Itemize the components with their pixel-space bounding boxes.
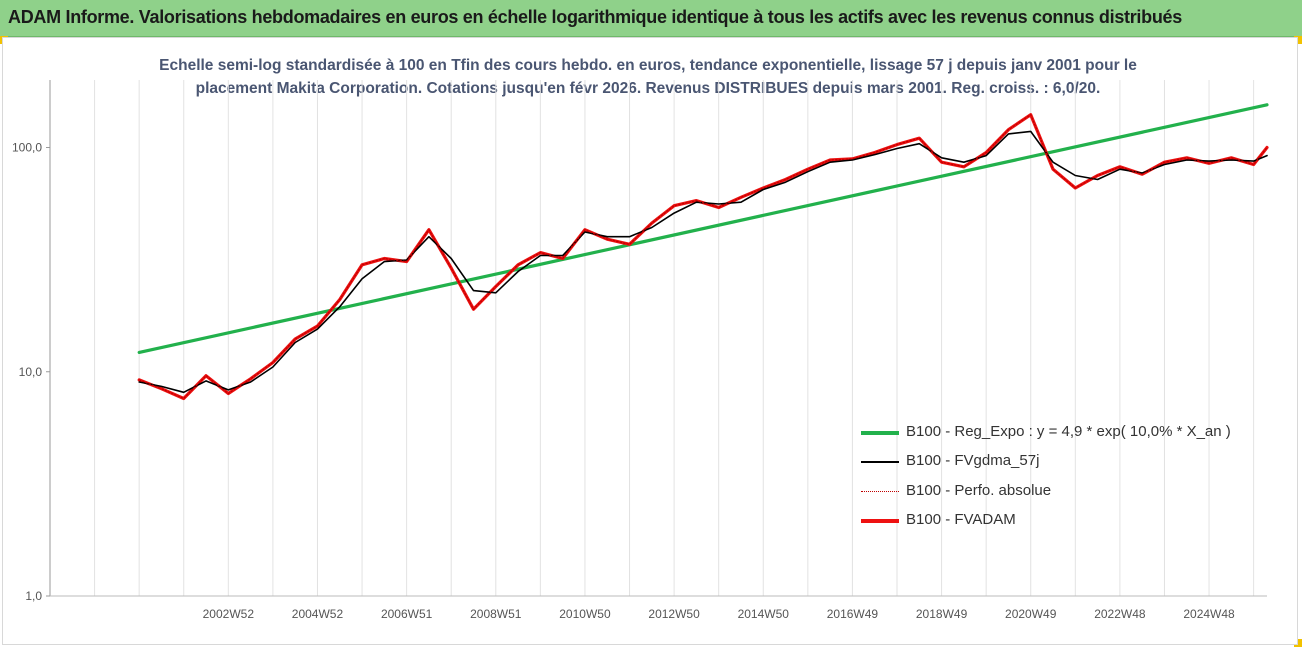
series-line-fvadam (137, 113, 1269, 401)
y-tick-label: 100,0 (12, 141, 42, 155)
y-tick-label: 1,0 (25, 589, 42, 603)
x-tick-label: 2010W50 (559, 607, 611, 621)
y-tick-label: 10,0 (19, 365, 43, 379)
legend-swatch-regression (861, 431, 899, 435)
series-line-fvgdma (138, 130, 1268, 394)
legend-label-fvgdma: B100 - FVgdma_57j (906, 452, 1040, 469)
plot-svg: 1,0 10,0 100,0 2002W52 2004W52 2006W51 2008W51… (12, 80, 1269, 621)
x-tick-label: 2002W52 (203, 607, 255, 621)
series-layer (137, 103, 1269, 401)
legend-label-regression: B100 - Reg_Expo : y = 4,9 * exp( 10,0% *… (906, 423, 1231, 440)
x-tick-label: 2022W48 (1094, 607, 1146, 621)
chart-subtitle: Echelle semi-log standardisée à 100 en T… (98, 54, 1198, 100)
x-tick-label: 2004W52 (292, 607, 344, 621)
x-tick-label: 2018W49 (916, 607, 968, 621)
x-tick-label: 2020W49 (1005, 607, 1057, 621)
subtitle-line-2: placement Makita Corporation. Cotations … (195, 80, 1101, 97)
corner-marker-bottom-right (1294, 639, 1302, 647)
x-tick-label: 2024W48 (1183, 607, 1235, 621)
legend-swatch-perfo (861, 491, 899, 492)
chart-main-title: ADAM Informe. Valorisations hebdomadaire… (8, 7, 1182, 27)
axis-layer: 1,0 10,0 100,0 2002W52 2004W52 2006W51 2008W51… (12, 80, 1267, 621)
x-tick-label: 2014W50 (738, 607, 790, 621)
x-tick-label: 2006W51 (381, 607, 433, 621)
legend-label-fvadam: B100 - FVADAM (906, 511, 1016, 528)
title-banner: ADAM Informe. Valorisations hebdomadaire… (0, 0, 1302, 37)
x-tick-label: 2012W50 (648, 607, 700, 621)
x-tick-label: 2008W51 (470, 607, 522, 621)
corner-marker-top-right (1294, 36, 1302, 44)
subtitle-line-1: Echelle semi-log standardisée à 100 en T… (159, 57, 1137, 74)
legend-swatch-fvadam (861, 519, 899, 523)
legend-label-perfo: B100 - Perfo. absolue (906, 482, 1052, 499)
grid-layer (49, 80, 1255, 596)
x-tick-label: 2016W49 (827, 607, 879, 621)
series-line-regression (137, 103, 1269, 354)
legend-swatch-fvgdma (861, 461, 899, 463)
chart-area: Echelle semi-log standardisée à 100 en T… (2, 37, 1298, 645)
series-line-perfo-absolue (138, 114, 1268, 400)
